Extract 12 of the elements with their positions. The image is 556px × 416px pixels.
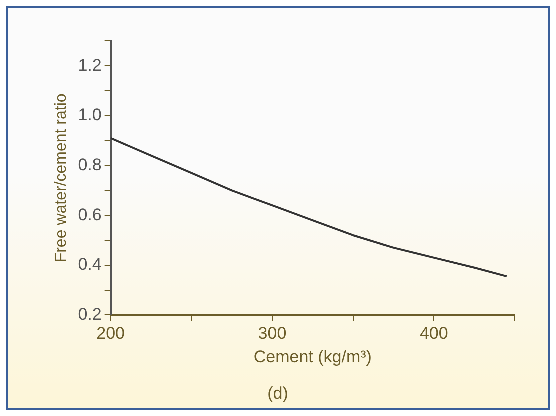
y-tick-label: 0.2: [78, 304, 102, 324]
y-tick-label: 1.0: [78, 106, 102, 125]
x-axis-title: Cement (kg/m³): [254, 347, 372, 366]
y-tick-label: 0.6: [78, 205, 102, 224]
x-tick-label: 400: [420, 324, 448, 344]
x-tick-label: 300: [258, 324, 287, 344]
y-tick-label: 1.2: [78, 56, 102, 75]
y-tick-label: 0.4: [78, 255, 102, 274]
x-tick-label: 200: [96, 324, 126, 344]
y-axis-title: Free water/cement ratio: [53, 94, 70, 263]
text: (d): [266, 384, 290, 404]
y-tick-label: 0.8: [78, 155, 102, 174]
